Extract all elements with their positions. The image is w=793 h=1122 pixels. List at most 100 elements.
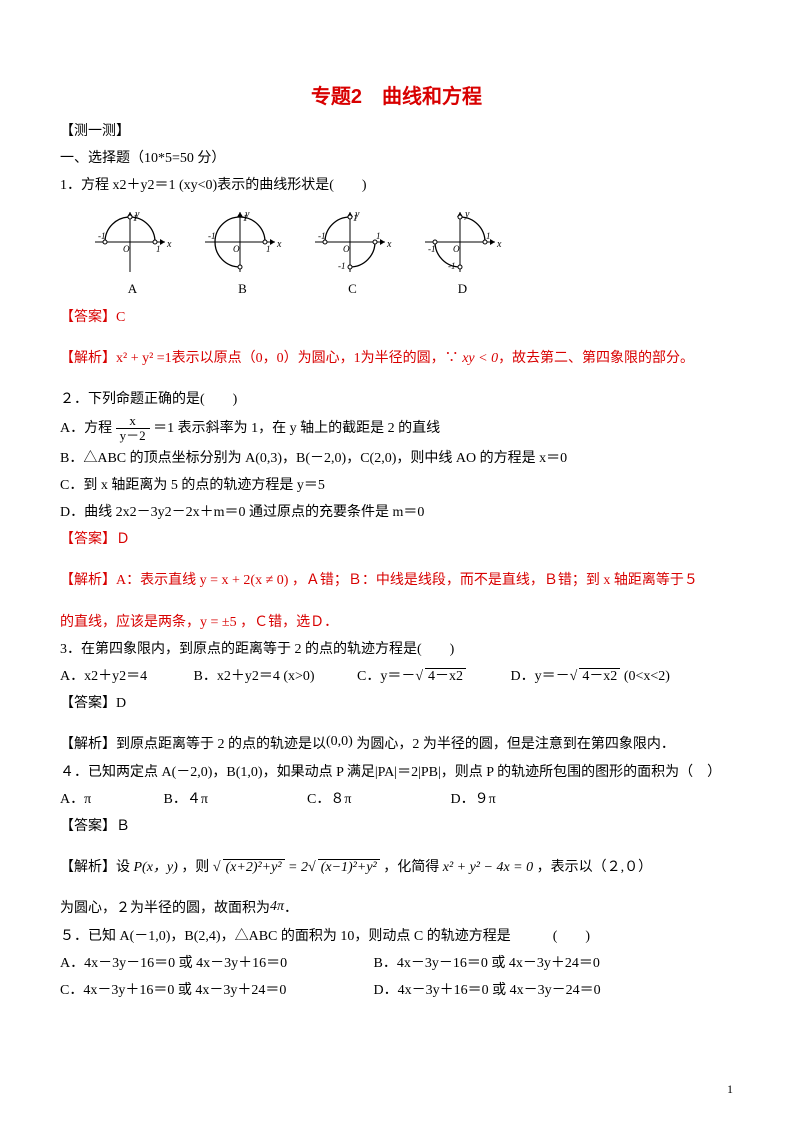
- q3-answer: 【答案】D: [60, 691, 733, 716]
- q4-exp-e: 为圆心，２为半径的圆，故面积为: [60, 901, 270, 916]
- frac-num: x: [116, 414, 150, 429]
- q3-text: 3．在第四象限内，到原点的距离等于 2 的点的轨迹方程是( ): [60, 637, 733, 662]
- q2-optA: A．方程 x y－2 ＝1 表示斜率为 1，在 y 轴上的截距是 2 的直线: [60, 414, 733, 444]
- q4-optA: A．π: [60, 787, 160, 812]
- q3-exp-b: 为圆心，2 为半径的圆，但是注意到在第四象限内．: [353, 737, 675, 752]
- svg-text:y: y: [134, 209, 140, 220]
- q1-text: 1．方程 x2＋y2＝1 (xy<0)表示的曲线形状是( ): [60, 173, 733, 198]
- q2-explain-2: 的直线，应该是两条，y = ±5 ，Ｃ错，选Ｄ．: [60, 610, 733, 635]
- q5-row1: A．4x－3y－16＝0 或 4x－3y＋16＝0 B．4x－3y－16＝0 或…: [60, 951, 733, 976]
- svg-text:O: O: [343, 244, 350, 254]
- q4-optD: D．９π: [451, 792, 496, 807]
- svg-text:x: x: [276, 239, 282, 250]
- q3-optC: C．y＝－√4－x2: [357, 664, 507, 689]
- q2-frac: x y－2: [116, 414, 150, 444]
- svg-text:1: 1: [266, 244, 271, 254]
- answer-value: Ｂ: [116, 819, 130, 834]
- q3-optD: D．y＝－√4－x2 (0<x<2): [511, 669, 670, 684]
- svg-text:y: y: [464, 209, 470, 220]
- q1-answer: 【答案】C: [60, 305, 733, 330]
- fig-b-svg: -1 1 1 x y O: [200, 207, 285, 277]
- svg-text:1: 1: [376, 231, 381, 241]
- svg-text:1: 1: [156, 244, 161, 254]
- q5-optA: A．4x－3y－16＝0 或 4x－3y＋16＝0: [60, 951, 370, 976]
- q4-exp-c: ，化简得: [383, 860, 439, 875]
- q4-exp-4pi: 4π: [270, 899, 284, 914]
- q4-explain-2: 为圆心，２为半径的圆，故面积为4π．: [60, 896, 733, 921]
- svg-text:O: O: [233, 244, 240, 254]
- q4-rad1: (x+2)²+y²: [223, 859, 285, 875]
- main-title: 专题2 曲线和方程: [60, 80, 733, 109]
- q1-exp-b: ，故去第二、第四象限的部分。: [498, 351, 694, 366]
- q4-exp-P: P(x，y): [134, 860, 178, 875]
- q2-answer: 【答案】Ｄ: [60, 527, 733, 552]
- q5-row2: C．4x－3y＋16＝0 或 4x－3y＋24＝0 D．4x－3y＋16＝0 或…: [60, 978, 733, 1003]
- q4-exp-a: 设: [116, 860, 130, 875]
- test-heading: 【测一测】: [60, 119, 733, 144]
- q4-exp-f: ．: [284, 901, 298, 916]
- q3-exp-pt: (0,0): [326, 734, 353, 749]
- q3-optD-rad: 4－x2: [579, 668, 620, 684]
- q5-optD: D．4x－3y＋16＝0 或 4x－3y－24＝0: [374, 983, 601, 998]
- q4-answer: 【答案】Ｂ: [60, 814, 733, 839]
- q4-text: ４．已知两定点 A(－2,0)，B(1,0)，如果动点 P 满足|PA|＝2|P…: [60, 760, 733, 785]
- svg-text:x: x: [496, 239, 502, 250]
- explain-label: 【解析】: [60, 351, 116, 366]
- q5-text: ５．已知 A(－1,0)，B(2,4)，△ABC 的面积为 10，则动点 C 的…: [60, 924, 733, 949]
- q4-optC: C．８π: [307, 787, 447, 812]
- q4-exp-b: ，则: [181, 860, 209, 875]
- choice-heading: 一、选择题（10*5=50 分）: [60, 146, 733, 171]
- answer-label: 【答案】: [60, 310, 116, 325]
- svg-text:-1: -1: [98, 231, 106, 241]
- fig-d-svg: -1 1 -1 x y O: [420, 207, 505, 277]
- q4-exp-eq: x² + y² − 4x = 0: [443, 860, 533, 875]
- q2-optC: C．到 x 轴距离为 5 的点的轨迹方程是 y＝5: [60, 473, 733, 498]
- svg-text:O: O: [123, 244, 130, 254]
- q4-optB: B．４π: [164, 787, 304, 812]
- q1-exp-xy: xy < 0: [462, 351, 498, 366]
- q2-optA-a: A．方程: [60, 421, 116, 436]
- q2-optD: D．曲线 2x2－3y2－2x＋m＝0 通过原点的充要条件是 m＝0: [60, 500, 733, 525]
- frac-den: y－2: [116, 429, 150, 443]
- q3-optA: A．x2＋y2＝4: [60, 664, 190, 689]
- q5-optB: B．4x－3y－16＝0 或 4x－3y＋24＝0: [374, 956, 600, 971]
- fig-a-label: A: [128, 281, 137, 297]
- svg-text:-1: -1: [428, 244, 436, 254]
- svg-text:y: y: [244, 209, 250, 220]
- q4-explain-1: 【解析】设 P(x，y) ，则 √(x+2)²+y² = 2√(x−1)²+y²…: [60, 855, 733, 880]
- explain-label: 【解析】: [60, 573, 116, 588]
- q3-optD-b: (0<x<2): [620, 669, 670, 684]
- svg-text:O: O: [453, 244, 460, 254]
- svg-text:-1: -1: [208, 231, 216, 241]
- svg-text:-1: -1: [318, 231, 326, 241]
- q2-exp1: A：表示直线 y = x + 2(x ≠ 0) ，Ａ错；Ｂ：中线是线段，而不是直…: [116, 573, 698, 588]
- q3-optB: B．x2＋y2＝4 (x>0): [194, 664, 354, 689]
- q4-exp-d: ，表示以（２,０）: [537, 860, 653, 875]
- q2-optB: B．△ABC 的顶点坐标分别为 A(0,3)，B(－2,0)，C(2,0)，则中…: [60, 446, 733, 471]
- q2-explain-1: 【解析】A：表示直线 y = x + 2(x ≠ 0) ，Ａ错；Ｂ：中线是线段，…: [60, 568, 733, 593]
- q3-optD-a: D．y＝－: [511, 669, 570, 684]
- svg-text:1: 1: [486, 231, 491, 241]
- svg-text:x: x: [386, 239, 392, 250]
- svg-text:-1: -1: [448, 261, 456, 271]
- q4-options: A．π B．４π C．８π D．９π: [60, 787, 733, 812]
- q5-optC: C．4x－3y＋16＝0 或 4x－3y＋24＝0: [60, 978, 370, 1003]
- q1-explain: 【解析】x² + y² =1表示以原点（0，0）为圆心，1为半径的圆，∵ xy …: [60, 346, 733, 371]
- fig-c-svg: -1 1 1 -1 x y O: [310, 207, 395, 277]
- answer-value: Ｄ: [116, 532, 130, 547]
- q3-explain: 【解析】到原点距离等于 2 的点的轨迹是以(0,0) 为圆心，2 为半径的圆，但…: [60, 732, 733, 757]
- explain-label: 【解析】: [60, 737, 116, 752]
- page-number: 1: [727, 1082, 733, 1097]
- answer-value: D: [116, 696, 126, 711]
- svg-text:x: x: [166, 239, 172, 250]
- fig-d-label: D: [458, 281, 467, 297]
- answer-value: C: [116, 310, 125, 325]
- q1-figures: -1 1 1 x y O A -1 1 1: [90, 207, 733, 297]
- q3-exp-a: 到原点距离等于 2 的点的轨迹是以: [116, 737, 326, 752]
- q2-text: ２．下列命题正确的是( ): [60, 387, 733, 412]
- explain-label: 【解析】: [60, 860, 116, 875]
- fig-b-label: B: [238, 281, 247, 297]
- q2-optA-b: ＝1 表示斜率为 1，在 y 轴上的截距是 2 的直线: [153, 421, 440, 436]
- answer-label: 【答案】: [60, 819, 116, 834]
- fig-c-label: C: [348, 281, 357, 297]
